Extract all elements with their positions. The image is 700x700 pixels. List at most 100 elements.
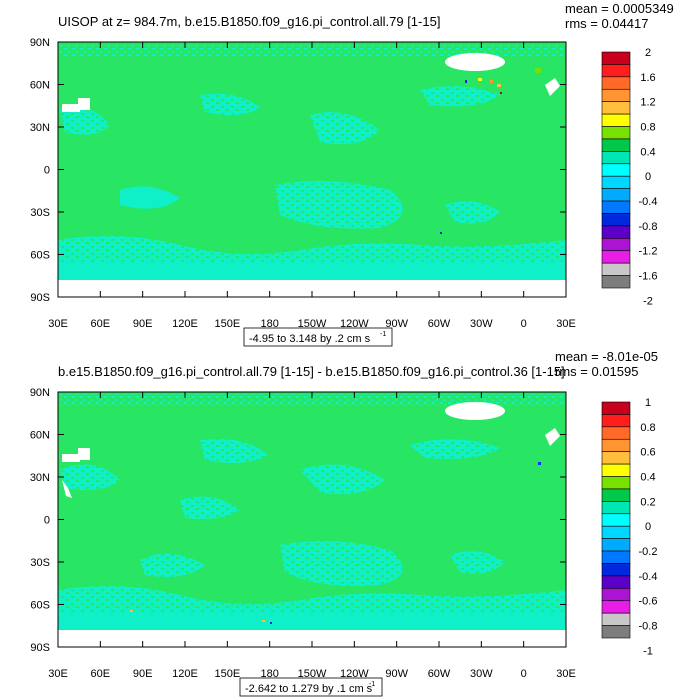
x-tick-label: 30E <box>48 318 68 330</box>
range-box: -4.95 to 3.148 by .2 cm s -1 <box>243 327 393 347</box>
mean-stat: mean = -8.01e-05 <box>555 349 658 364</box>
x-tick-label: 30W <box>470 668 493 680</box>
x-tick-labels: 30E 60E 90E 120E 150E 180 150W 120W 90W 60W 30W 0 30… <box>48 668 576 680</box>
arctic-band <box>60 394 564 406</box>
colorbar-swatch <box>601 262 631 276</box>
colorbar-swatch <box>601 451 631 465</box>
colorbar-label: 1.2 <box>640 97 655 109</box>
x-tick-label: 150W <box>298 668 327 680</box>
colorbar-swatch <box>601 76 631 90</box>
colorbar-swatch <box>601 476 631 490</box>
colorbar-swatch <box>601 538 631 552</box>
colorbar-swatch <box>601 525 631 539</box>
colorbar-label: 1 <box>645 397 651 409</box>
colorbar-swatch <box>601 250 631 264</box>
x-tick-label: 150E <box>214 668 240 680</box>
colorbar-swatch <box>601 200 631 214</box>
x-tick-label: 90E <box>133 668 153 680</box>
y-tick-label: 0 <box>44 165 50 177</box>
x-tick-labels: 30E 60E 90E 120E 150E 180 150W 120W 90W 60W 30W 0 30… <box>48 318 576 330</box>
panel-title: UISOP at z= 984.7m, b.e15.B1850.f09_g16.… <box>58 14 440 29</box>
colorbar-label: -1 <box>643 645 653 657</box>
x-tick-label: 60E <box>91 318 111 330</box>
colorbar-swatch <box>601 426 631 440</box>
colorbar-label: -0.8 <box>639 221 658 233</box>
x-tick-label: 180 <box>260 318 278 330</box>
colorbar-swatch <box>601 588 631 602</box>
colorbar-label: -1.2 <box>639 246 658 258</box>
arctic-band <box>60 44 564 56</box>
axis-ticks <box>57 41 567 298</box>
colorbar-label: -0.8 <box>639 621 658 633</box>
y-tick-label: 30S <box>30 557 50 569</box>
x-tick-label: 150W <box>298 318 327 330</box>
colorbar-swatch <box>601 138 631 152</box>
range-label: -4.95 to 3.148 by .2 cm s <box>249 333 371 345</box>
y-tick-label: 90N <box>30 37 50 49</box>
map-area <box>57 391 567 648</box>
x-tick-label: 60E <box>91 668 111 680</box>
colorbar-label: 0.8 <box>640 422 655 434</box>
y-tick-label: 0 <box>44 515 50 527</box>
colorbar-label: 1.6 <box>640 72 655 84</box>
panel-bottom: b.e15.B1850.f09_g16.pi_control.all.79 [1… <box>30 349 658 697</box>
y-tick-label: 60S <box>30 600 50 612</box>
colorbar-swatch <box>601 563 631 577</box>
x-tick-label: 0 <box>521 318 527 330</box>
x-tick-label: 30W <box>470 318 493 330</box>
y-tick-label: 60N <box>30 430 50 442</box>
colorbar-label: -2 <box>643 295 653 307</box>
range-box: -2.642 to 1.279 by .1 cm s -1 <box>239 677 383 697</box>
y-tick-label: 30S <box>30 207 50 219</box>
x-tick-label: 120E <box>172 668 198 680</box>
colorbar-label: 2 <box>645 47 651 59</box>
colorbar-swatch <box>601 88 631 102</box>
y-tick-label: 60N <box>30 80 50 92</box>
map-area <box>57 41 567 298</box>
colorbar-label: 0 <box>645 171 651 183</box>
x-tick-label: 30E <box>48 668 68 680</box>
x-tick-label: 180 <box>260 668 278 680</box>
y-tick-labels: 90N 60N 30N 0 30S 60S 90S <box>30 37 50 304</box>
axis-ticks <box>57 391 567 648</box>
colorbar-swatch <box>601 575 631 589</box>
colorbar-swatch <box>601 163 631 177</box>
x-tick-label: 30E <box>556 668 576 680</box>
colorbar-swatch <box>601 188 631 202</box>
x-tick-label: 0 <box>521 668 527 680</box>
colorbar-swatch <box>601 438 631 452</box>
colorbar-swatch <box>601 101 631 115</box>
colorbar-swatch <box>601 501 631 515</box>
colorbar-label: 0.4 <box>640 472 655 484</box>
rms-stat: rms = 0.01595 <box>555 364 638 379</box>
colorbar: 1 0.8 0.6 0.4 0.2 0 -0.2 -0.4 -0.6 -0.8 -1 <box>601 397 658 657</box>
colorbar-swatch <box>601 612 631 626</box>
colorbar-swatch <box>601 488 631 502</box>
y-tick-label: 90S <box>30 642 50 654</box>
colorbar: 2 1.6 1.2 0.8 0.4 0 -0.4 -0.8 -1.2 -1.6 -2 <box>601 47 658 307</box>
colorbar-label: -0.6 <box>639 596 658 608</box>
colorbar-label: 0.4 <box>640 146 655 158</box>
range-units-exponent: -1 <box>369 681 375 688</box>
colorbar-swatch <box>601 600 631 614</box>
colorbar-swatch <box>601 64 631 78</box>
colorbar-swatch <box>601 625 631 639</box>
colorbar-swatch <box>601 463 631 477</box>
colorbar-swatch <box>601 550 631 564</box>
colorbar-swatch <box>601 275 631 289</box>
colorbar-label: 0.8 <box>640 122 655 134</box>
colorbar-label: 0 <box>645 521 651 533</box>
negative-regions <box>58 86 566 280</box>
anomaly-dots <box>130 462 541 624</box>
x-tick-label: 90E <box>133 318 153 330</box>
colorbar-label: -1.6 <box>639 271 658 283</box>
x-tick-label: 150E <box>214 318 240 330</box>
colorbar-swatch <box>601 513 631 527</box>
colorbar-swatch <box>601 113 631 127</box>
y-tick-label: 60S <box>30 250 50 262</box>
mean-stat: mean = 0.0005349 <box>565 1 674 16</box>
y-tick-label: 90S <box>30 292 50 304</box>
x-tick-label: 90W <box>385 668 408 680</box>
x-tick-label: 60W <box>428 668 451 680</box>
y-tick-label: 90N <box>30 387 50 399</box>
